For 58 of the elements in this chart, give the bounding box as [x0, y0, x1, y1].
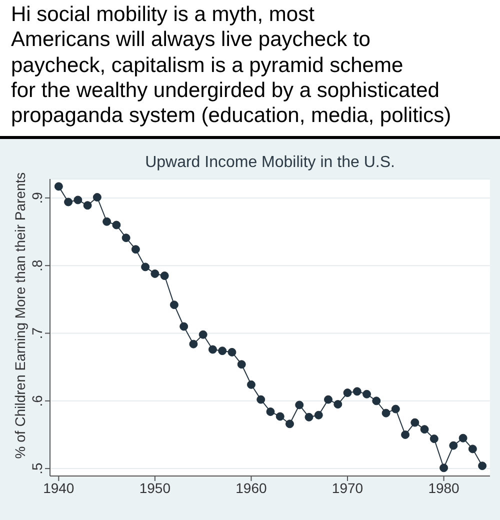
point — [160, 271, 169, 280]
point — [352, 387, 362, 396]
point — [382, 408, 390, 418]
point — [391, 404, 400, 414]
x-tick-label: 1940 — [43, 480, 74, 496]
point — [102, 217, 112, 226]
point — [122, 234, 130, 242]
point — [256, 395, 266, 404]
x-tick-label: 1970 — [332, 480, 364, 496]
point — [372, 396, 381, 406]
point — [180, 322, 188, 331]
point — [324, 395, 332, 404]
point — [334, 400, 342, 409]
y-tick-label: .7 — [29, 327, 45, 340]
point — [285, 420, 294, 428]
y-axis-title: % of Children Earning More than their Parents — [12, 172, 28, 459]
x-tick-label: 1950 — [139, 480, 171, 496]
y-tick-label: .5 — [29, 462, 45, 474]
point — [362, 390, 372, 398]
point — [64, 198, 73, 206]
point — [401, 430, 410, 439]
point — [74, 196, 82, 204]
x-tick-label: 1960 — [236, 480, 268, 496]
chart-title: Upward Income Mobility in the U.S. — [144, 154, 396, 172]
point — [440, 464, 448, 472]
point — [198, 330, 208, 339]
point — [189, 340, 198, 348]
point — [92, 193, 102, 202]
point — [410, 418, 420, 427]
point — [131, 245, 140, 254]
point — [295, 400, 304, 410]
point — [430, 434, 438, 444]
point — [420, 425, 429, 434]
point — [314, 410, 323, 420]
point — [276, 412, 284, 421]
point — [343, 388, 352, 398]
point — [468, 444, 477, 454]
point — [478, 462, 487, 470]
point — [458, 434, 468, 442]
y-tick-label: .6 — [29, 394, 45, 407]
point — [304, 412, 314, 422]
point — [218, 346, 227, 356]
point — [170, 300, 178, 310]
point — [449, 441, 458, 450]
point — [141, 262, 150, 272]
point — [228, 348, 236, 356]
point — [112, 220, 121, 230]
point — [150, 269, 160, 278]
point — [83, 201, 92, 210]
point — [246, 380, 256, 389]
y-tick-label: .8 — [29, 260, 45, 272]
y-tick-label: .9 — [29, 192, 45, 204]
x-tick-label: 1980 — [428, 480, 460, 496]
text: Hi social mobility is a myth, most Americans will always live paycheck to paycheck, capitalism is a pyramid scheme for the wealthy undergirded by a sophisticated propaganda system (education, media, politics) — [11, 2, 452, 128]
point — [266, 407, 275, 416]
point — [237, 360, 246, 369]
point — [208, 345, 217, 354]
point — [54, 182, 63, 191]
